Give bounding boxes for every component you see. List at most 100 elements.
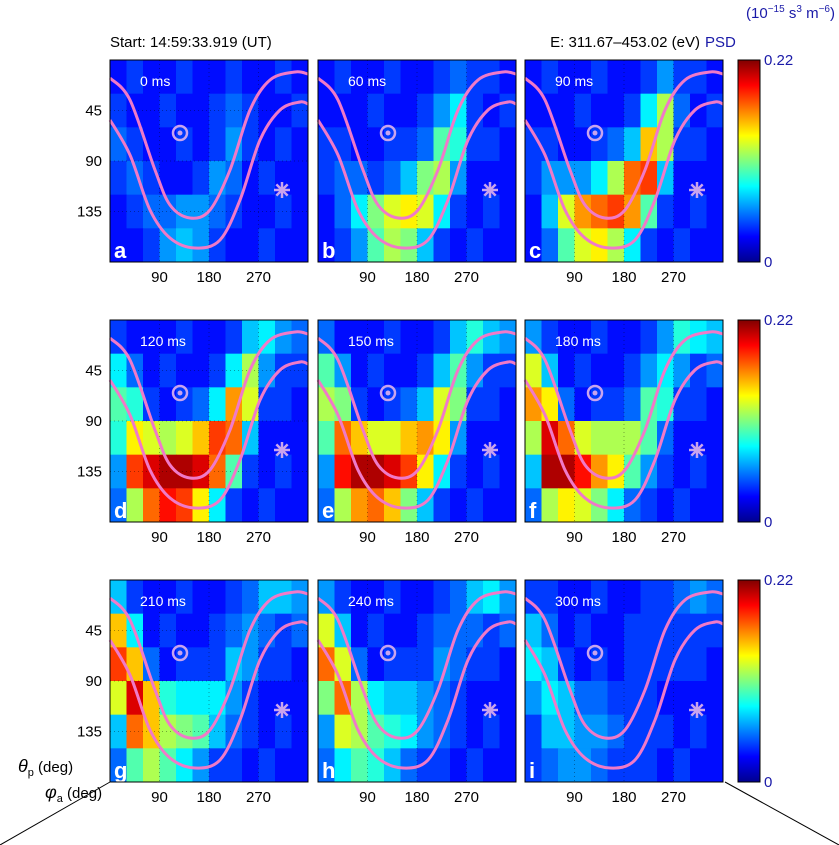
heatmap-cell bbox=[110, 613, 127, 648]
heatmap-cell bbox=[657, 748, 674, 783]
heatmap-cell bbox=[367, 320, 385, 355]
heatmap-cell bbox=[110, 454, 127, 489]
heatmap-cell bbox=[466, 748, 484, 783]
heatmap-cell bbox=[607, 228, 625, 263]
heatmap-cell bbox=[351, 353, 368, 388]
heatmap-cell bbox=[607, 681, 625, 716]
heatmap-cell bbox=[400, 161, 418, 196]
heatmap-cell bbox=[225, 488, 243, 523]
heatmap-cell bbox=[591, 454, 608, 489]
heatmap-cell bbox=[499, 161, 517, 196]
y-tick-label: 90 bbox=[85, 673, 102, 690]
heatmap-cell bbox=[176, 681, 193, 716]
heatmap-cell bbox=[126, 421, 144, 456]
heatmap-cell bbox=[258, 681, 276, 716]
heatmap-cell bbox=[525, 60, 542, 95]
heatmap-cell bbox=[607, 161, 625, 196]
colorbar-tick-label: 0.22 bbox=[764, 52, 793, 69]
heatmap-cell bbox=[483, 127, 500, 162]
heatmap-cell bbox=[110, 228, 127, 263]
y-tick-label: 90 bbox=[85, 153, 102, 170]
heatmap-cell bbox=[275, 353, 292, 388]
x-tick-label: 270 bbox=[454, 529, 479, 546]
heatmap-cell bbox=[159, 580, 177, 615]
heatmap-cell bbox=[384, 93, 401, 128]
heatmap-cell bbox=[318, 488, 335, 523]
heatmap-cell bbox=[318, 580, 335, 615]
heatmap-cell bbox=[400, 681, 418, 716]
x-tick-label: 180 bbox=[196, 269, 221, 286]
heatmap-cell bbox=[291, 387, 309, 422]
heatmap-cell bbox=[433, 60, 451, 95]
heatmap-cell bbox=[192, 421, 210, 456]
direction-symbol bbox=[177, 390, 183, 396]
model-curve bbox=[523, 590, 724, 740]
panel bbox=[108, 580, 309, 783]
panel-frame bbox=[317, 579, 517, 783]
direction-symbol bbox=[379, 384, 397, 402]
x-tick-label: 90 bbox=[359, 789, 376, 806]
heatmap-cell bbox=[558, 93, 575, 128]
direction-symbol bbox=[275, 443, 289, 457]
heatmap-cell bbox=[242, 161, 259, 196]
heatmap-cell bbox=[574, 748, 592, 783]
panel-label: b bbox=[322, 238, 335, 263]
heatmap-cell bbox=[318, 320, 335, 355]
heatmap-cell bbox=[367, 580, 385, 615]
heatmap-cell bbox=[258, 127, 276, 162]
y-axis-label: θp (deg) bbox=[18, 756, 73, 779]
heatmap-cell bbox=[657, 714, 674, 749]
heatmap-cell bbox=[558, 320, 575, 355]
heatmap-cell bbox=[384, 580, 401, 615]
heatmap-cell bbox=[574, 613, 592, 648]
heatmap-cell bbox=[384, 127, 401, 162]
model-curve bbox=[108, 100, 309, 250]
heatmap-cell bbox=[143, 320, 160, 355]
panel-label: d bbox=[114, 498, 127, 523]
heatmap-cell bbox=[176, 161, 193, 196]
heatmap-cell bbox=[574, 580, 592, 615]
heatmap-cell bbox=[499, 714, 517, 749]
heatmap-cell bbox=[591, 353, 608, 388]
model-curve bbox=[316, 620, 517, 770]
heatmap-cell bbox=[400, 647, 418, 682]
heatmap-cell bbox=[143, 228, 160, 263]
colorbar-tick-label: 0 bbox=[764, 254, 772, 271]
heatmap-cell bbox=[159, 748, 177, 783]
heatmap-cell bbox=[483, 454, 500, 489]
heatmap-cell bbox=[657, 194, 674, 229]
colorbar bbox=[737, 319, 761, 523]
heatmap-cell bbox=[192, 127, 210, 162]
x-tick-label: 270 bbox=[454, 269, 479, 286]
direction-symbol bbox=[177, 650, 183, 656]
heatmap-cell bbox=[607, 353, 625, 388]
heatmap-cell bbox=[417, 647, 434, 682]
heatmap-cell bbox=[275, 387, 292, 422]
heatmap-cell bbox=[591, 714, 608, 749]
time-label: 60 ms bbox=[348, 73, 386, 89]
x-tick-label: 180 bbox=[404, 789, 429, 806]
heatmap-cell bbox=[574, 488, 592, 523]
heatmap-cell bbox=[318, 454, 335, 489]
heatmap-cell bbox=[384, 647, 401, 682]
heatmap-cell bbox=[706, 488, 724, 523]
heatmap-cell bbox=[558, 580, 575, 615]
heatmap-cell bbox=[143, 613, 160, 648]
heatmap-cell bbox=[640, 127, 658, 162]
heatmap-cell bbox=[209, 320, 226, 355]
heatmap-cell bbox=[275, 93, 292, 128]
heatmap-cell bbox=[242, 127, 259, 162]
heatmap-cell bbox=[126, 194, 144, 229]
x-tick-label: 180 bbox=[611, 529, 636, 546]
heatmap-cell bbox=[541, 748, 559, 783]
heatmap-cell bbox=[499, 613, 517, 648]
heatmap-cell bbox=[607, 127, 625, 162]
perspective-line bbox=[0, 781, 111, 845]
direction-symbol bbox=[177, 130, 183, 136]
x-tick-label: 180 bbox=[196, 789, 221, 806]
heatmap-cell bbox=[483, 580, 500, 615]
heatmap-cell bbox=[690, 228, 707, 263]
heatmap-cell bbox=[558, 353, 575, 388]
heatmap-cell bbox=[574, 93, 592, 128]
x-tick-label: 180 bbox=[611, 789, 636, 806]
